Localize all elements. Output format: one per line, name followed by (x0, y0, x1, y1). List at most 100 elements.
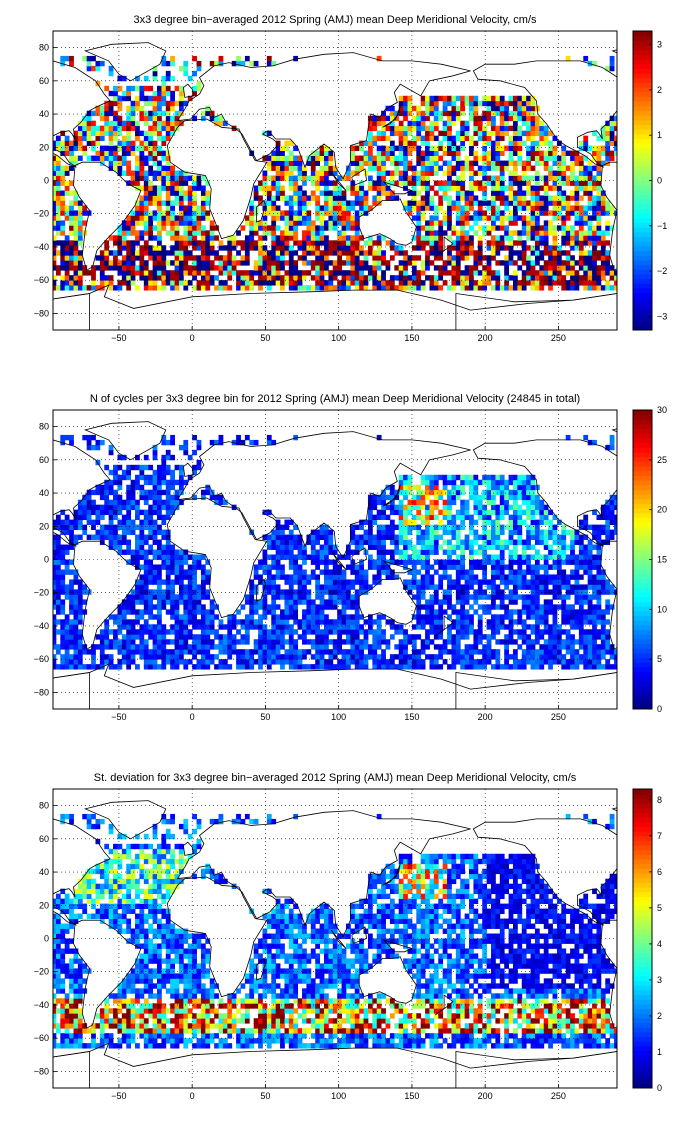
bin-cell (552, 634, 558, 640)
bin-cell (302, 235, 307, 241)
bin-cell (420, 165, 426, 171)
bin-cell (293, 195, 299, 201)
bin-cell (486, 100, 492, 107)
bin-cell (508, 220, 514, 226)
bin-cell (183, 624, 189, 630)
bin-cell (464, 275, 470, 281)
bin-cell (121, 75, 127, 82)
bin-cell (482, 589, 488, 595)
bin-cell (425, 644, 430, 650)
bin-cell (91, 125, 96, 132)
bin-cell (152, 594, 158, 600)
bin-cell (416, 105, 422, 112)
bin-cell (600, 125, 606, 132)
bin-cell (73, 644, 79, 650)
bin-cell (280, 160, 285, 166)
bin-cell (508, 624, 514, 630)
bin-cell (359, 614, 364, 620)
bin-cell (227, 265, 233, 271)
bin-cell (130, 280, 136, 286)
bin-cell (521, 110, 527, 117)
bin-cell (583, 260, 589, 266)
bin-cell (117, 659, 123, 665)
bin-cell (438, 220, 444, 226)
bin-cell (214, 644, 219, 650)
bin-cell (372, 619, 378, 625)
bin-cell (578, 195, 584, 201)
bin-cell (99, 150, 105, 156)
bin-cell (425, 584, 430, 590)
bin-cell (319, 644, 325, 650)
bin-cell (596, 195, 602, 201)
bin-cell (157, 145, 162, 151)
bin-cell (363, 170, 369, 176)
bin-cell (447, 140, 452, 147)
bin-cell (561, 160, 567, 166)
bin-cell (218, 115, 224, 122)
bin-cell (139, 584, 145, 590)
bin-cell (319, 599, 325, 605)
bin-cell (332, 664, 338, 670)
bin-cell (539, 574, 545, 580)
bin-cell (82, 265, 88, 271)
bin-cell (91, 285, 96, 291)
bin-cell (512, 250, 518, 256)
bin-cell (249, 225, 255, 231)
bin-cell (82, 644, 88, 650)
bin-cell (271, 245, 277, 251)
bin-cell (451, 265, 457, 271)
bin-cell (512, 659, 518, 665)
bin-cell (302, 594, 307, 600)
bin-cell (592, 255, 597, 261)
bin-cell (271, 215, 277, 221)
bin-cell (460, 574, 466, 580)
bin-cell (297, 245, 303, 251)
bin-cell (183, 629, 189, 635)
bin-cell (482, 285, 488, 291)
bin-cell (526, 639, 531, 645)
bin-cell (218, 624, 224, 630)
bin-cell (113, 135, 118, 142)
bin-cell (135, 170, 140, 176)
bin-cell (491, 185, 496, 191)
bin-cell (310, 235, 316, 241)
bin-cell (332, 200, 338, 206)
bin-cell (315, 624, 321, 630)
bin-cell (425, 235, 430, 241)
bin-cell (258, 185, 263, 191)
bin-cell (236, 240, 241, 246)
bin-cell (187, 200, 193, 206)
bin-cell (486, 180, 492, 186)
bin-cell (376, 180, 382, 186)
bin-cell (244, 235, 250, 241)
bin-cell (460, 240, 466, 246)
bin-cell (152, 285, 158, 291)
bin-cell (328, 245, 334, 251)
bin-cell (341, 609, 347, 615)
bin-cell (108, 110, 114, 117)
bin-cell (332, 574, 338, 580)
bin-cell (460, 185, 466, 191)
bin-cell (200, 285, 206, 291)
bin-cell (139, 155, 145, 161)
bin-cell (460, 280, 466, 286)
bin-cell (548, 145, 553, 151)
bin-cell (367, 270, 373, 276)
bin-cell (495, 150, 501, 156)
bin-cell (420, 175, 426, 181)
bin-cell (508, 594, 514, 600)
bin-cell (363, 150, 369, 156)
bin-cell (482, 165, 488, 171)
bin-cell (64, 150, 70, 156)
bin-cell (244, 215, 250, 221)
bin-cell (302, 599, 307, 605)
bin-cell (561, 150, 567, 156)
bin-cell (91, 120, 96, 127)
bin-cell (258, 619, 263, 625)
bin-cell (60, 584, 66, 590)
bin-cell (354, 594, 360, 600)
bin-cell (82, 125, 88, 132)
bin-cell (526, 125, 531, 132)
bin-cell (183, 574, 189, 580)
bin-cell (69, 225, 74, 231)
